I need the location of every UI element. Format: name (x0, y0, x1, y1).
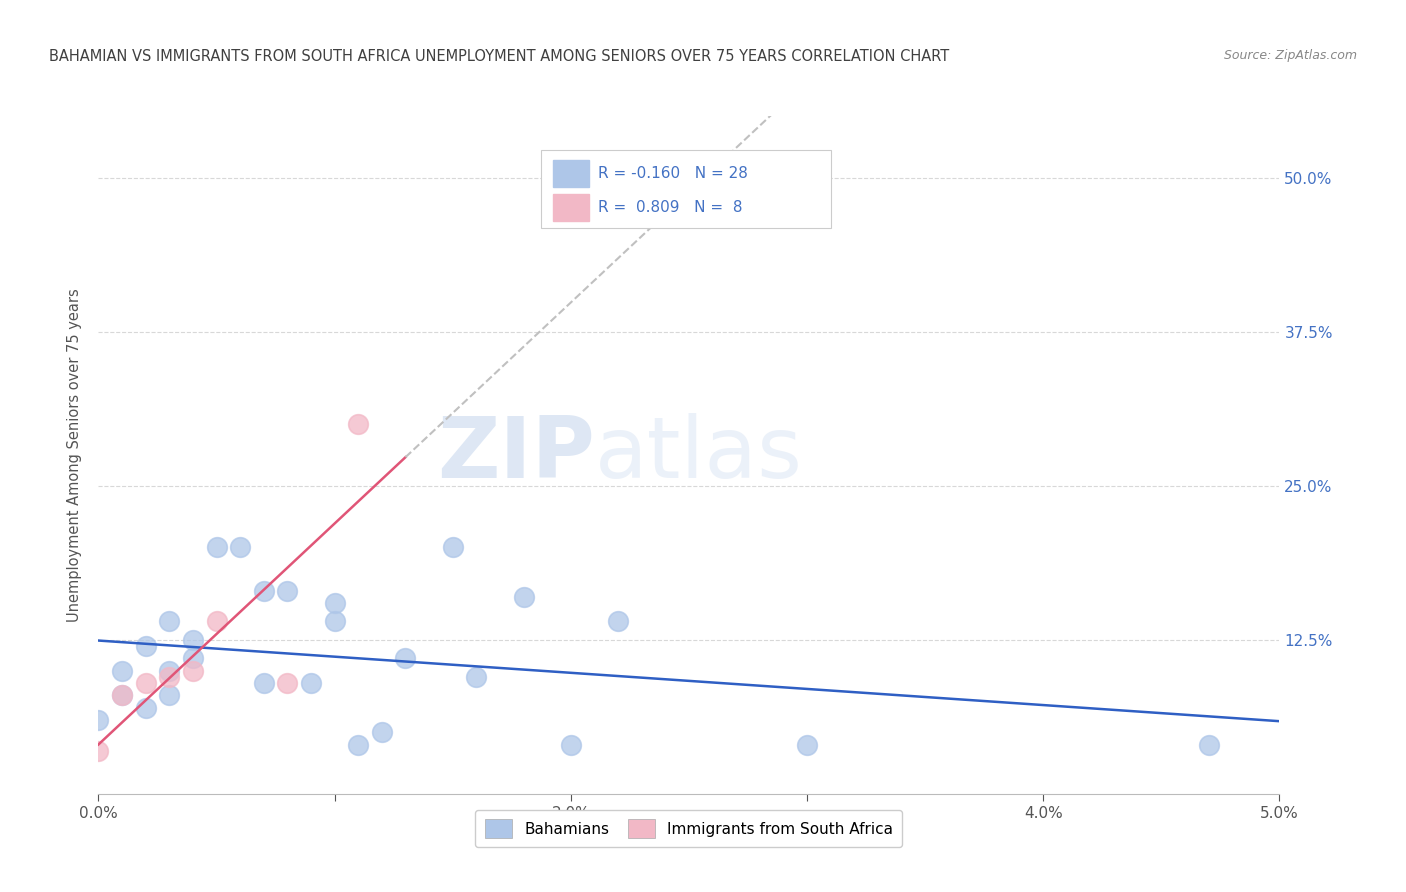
Point (205, 541, 228, 555)
Point (135, 639, 157, 653)
Point (323, 615, 346, 629)
Point (371, 725, 394, 739)
Point (347, 738, 370, 752)
Point (87, 713, 110, 727)
Point (512, 590, 534, 604)
Text: BAHAMIAN VS IMMIGRANTS FROM SOUTH AFRICA UNEMPLOYMENT AMONG SENIORS OVER 75 YEAR: BAHAMIAN VS IMMIGRANTS FROM SOUTH AFRICA… (49, 49, 949, 64)
Point (157, 664, 180, 678)
Point (253, 583, 276, 598)
Text: Source: ZipAtlas.com: Source: ZipAtlas.com (1223, 49, 1357, 62)
Point (181, 651, 204, 665)
Point (299, 676, 322, 690)
Y-axis label: Unemployment Among Seniors over 75 years: Unemployment Among Seniors over 75 years (67, 288, 83, 622)
Text: R =  0.809   N =  8: R = 0.809 N = 8 (598, 200, 742, 215)
Point (323, 596, 346, 610)
Point (229, 541, 252, 555)
Point (111, 664, 134, 678)
Point (465, 670, 488, 684)
Point (560, 738, 582, 752)
Text: ZIP: ZIP (437, 413, 595, 497)
Point (394, 651, 416, 665)
Point (205, 615, 228, 629)
Bar (553, 194, 589, 221)
Text: atlas: atlas (595, 413, 803, 497)
Point (607, 615, 630, 629)
Point (135, 700, 157, 714)
Legend: Bahamians, Immigrants from South Africa: Bahamians, Immigrants from South Africa (475, 810, 903, 847)
Point (111, 688, 134, 702)
Point (157, 670, 180, 684)
Point (796, 738, 818, 752)
Text: R = -0.160   N = 28: R = -0.160 N = 28 (598, 166, 748, 181)
Bar (553, 160, 589, 187)
Point (441, 541, 464, 555)
Point (87, 744, 110, 758)
Point (157, 615, 180, 629)
Point (135, 676, 157, 690)
Point (1198, 738, 1220, 752)
FancyBboxPatch shape (541, 150, 831, 227)
Point (181, 632, 204, 647)
Point (276, 676, 298, 690)
Point (347, 417, 370, 431)
Point (276, 583, 298, 598)
Point (111, 688, 134, 702)
Point (181, 664, 204, 678)
Point (253, 676, 276, 690)
Point (157, 688, 180, 702)
